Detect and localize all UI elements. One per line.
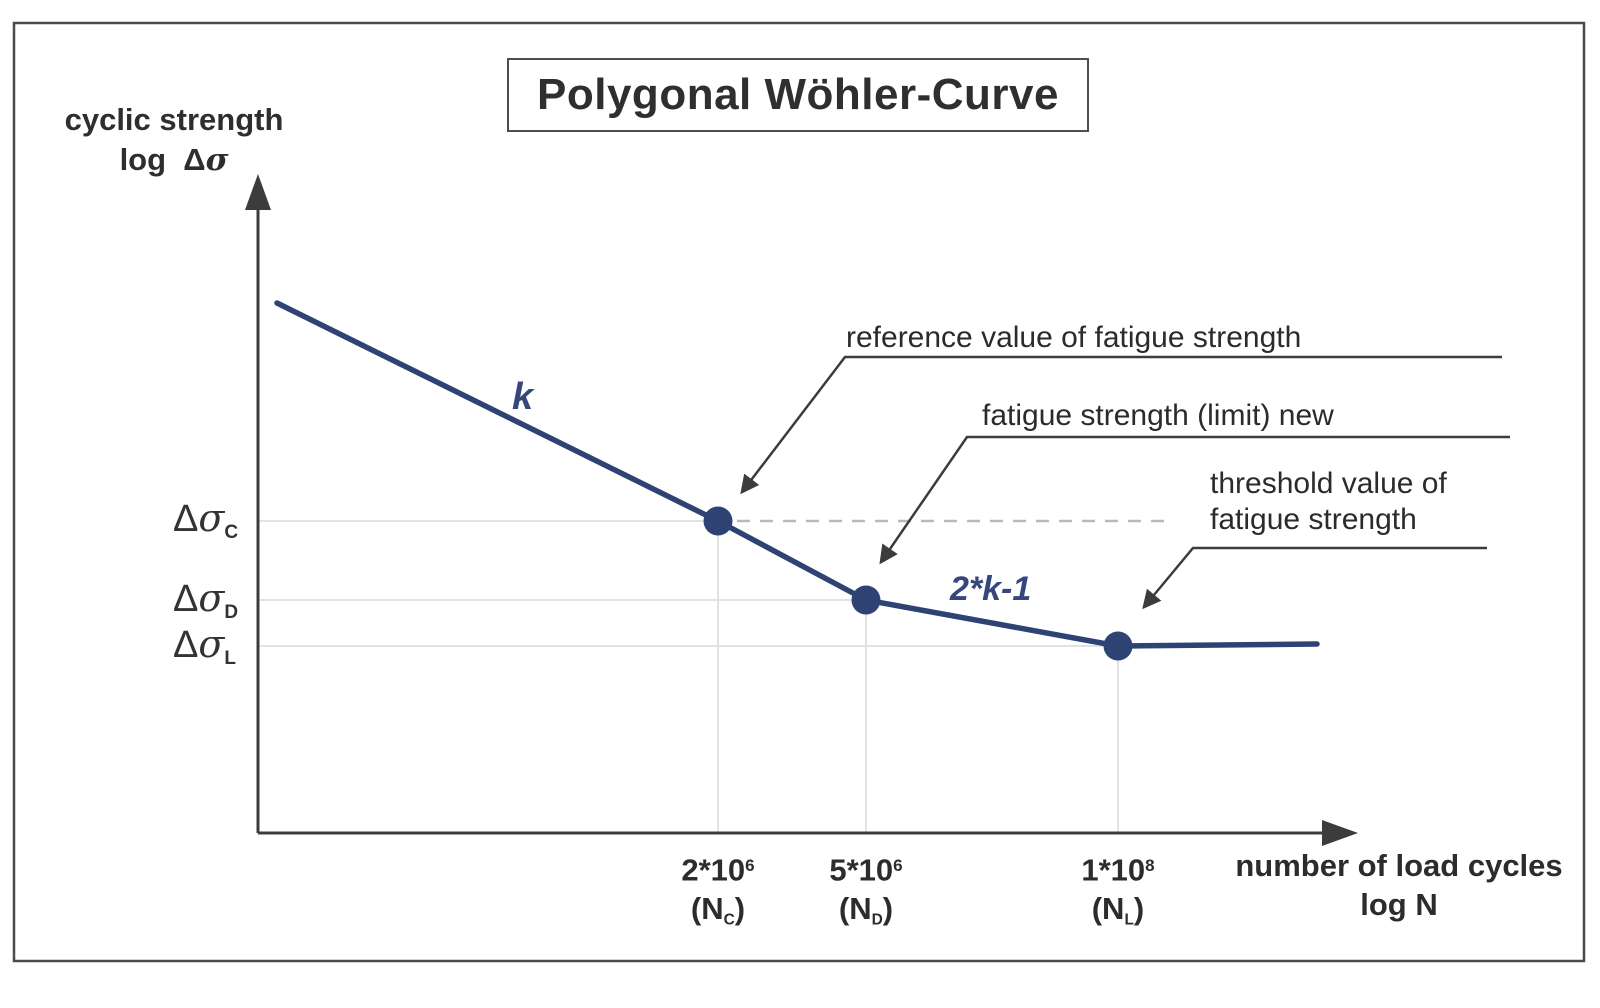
outer-border [12,21,1586,963]
chart-title-box: Polygonal Wöhler-Curve [507,58,1089,132]
callout-arrow-threshold [1142,546,1487,610]
data-point-nd [851,585,881,615]
callout-arrow-limit-new [879,435,1510,565]
x-tick-nc: 2*106 (NC) [681,852,755,929]
x-axis-title-line1: number of load cycles [1235,848,1563,883]
x-axis-title: number of load cycles log N [1235,846,1562,924]
chart-title: Polygonal Wöhler-Curve [537,70,1059,119]
annotation-reference-value: reference value of fatigue strength [846,321,1302,354]
y-axis-title-line1: cyclic strength [64,102,284,137]
x-axis-arrowhead-icon [1322,820,1358,846]
x-tick-nl: 1*108 (NL) [1081,852,1155,929]
slope-label-2k-1: 2*k-1 [950,570,1032,608]
y-label-delta-sigma-c: ΔσC [173,496,239,543]
slope-label-k: k [512,376,534,418]
y-axis-arrowhead-icon [245,174,271,210]
data-point-nl [1103,631,1133,661]
callout-arrow-reference [740,355,1502,495]
callout-leaders [740,355,1510,610]
axes [256,204,1332,835]
grid-lines [258,520,1119,833]
y-axis-title: cyclic strength log Δσ [38,100,310,180]
annotation-threshold-value: threshold value of fatigue strength [1210,467,1447,536]
x-axis-title-line2: log N [1360,887,1438,922]
x-tick-nd: 5*106 (ND) [829,852,903,929]
y-label-delta-sigma-l: ΔσL [173,622,236,669]
y-axis-title-line2: log Δσ [119,142,229,178]
data-point-nc [703,506,733,536]
y-label-delta-sigma-d: ΔσD [173,576,239,623]
annotation-fatigue-strength-new: fatigue strength (limit) new [982,399,1334,432]
